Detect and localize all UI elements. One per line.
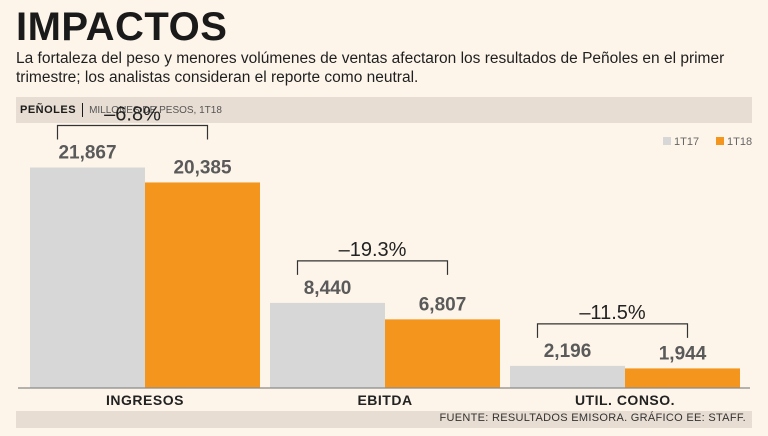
change-bracket-1 <box>296 260 449 275</box>
change-label-2: –11.5% <box>579 302 646 324</box>
change-bracket-0 <box>56 124 209 140</box>
change-label-0: –6.8% <box>104 104 161 126</box>
category-label-1: EBITDA <box>357 392 412 408</box>
value-label-1t17-1: 8,440 <box>304 278 352 299</box>
legend-label-1t17: 1T17 <box>674 136 699 148</box>
value-label-1t18-2: 1,944 <box>659 343 707 364</box>
legend-swatch-1t17 <box>663 137 671 145</box>
category-label-2: UTIL. CONSO. <box>575 392 675 408</box>
chart-header: PEÑOLES MILLONES DE PESOS, 1T18 <box>20 103 222 117</box>
source-note: FUENTE: RESULTADOS EMISORA. GRÁFICO EE: … <box>439 412 746 424</box>
bar-1t17-0 <box>30 167 145 388</box>
change-bracket-2 <box>536 323 689 338</box>
value-label-1t18-1: 6,807 <box>419 294 467 315</box>
subtitle: La fortaleza del peso y menores volúmene… <box>16 50 725 86</box>
bar-1t18-0 <box>145 182 260 388</box>
legend: 1T17 1T18 <box>663 136 752 148</box>
bar-1t18-1 <box>385 319 500 388</box>
bar-1t17-2 <box>510 365 625 388</box>
page-title: IMPACTOS <box>16 5 228 49</box>
value-label-1t18-0: 20,385 <box>173 157 232 178</box>
value-label-1t17-2: 2,196 <box>544 341 592 362</box>
value-label-1t17-0: 21,867 <box>58 143 116 164</box>
header-separator <box>82 103 84 117</box>
company-label: PEÑOLES <box>20 104 77 116</box>
chart-header-band <box>16 97 752 123</box>
units-label: MILLONES DE PESOS, 1T18 <box>89 104 222 116</box>
bars-group: 21,867 20,385 –6.8% INGRESOS 8,440 6,807 –19.3… <box>30 104 740 408</box>
category-label-0: INGRESOS <box>106 392 184 408</box>
bar-1t18-2 <box>625 368 740 388</box>
change-label-1: –19.3% <box>339 239 407 261</box>
legend-label-1t18: 1T18 <box>727 136 752 148</box>
bar-1t17-1 <box>270 302 385 388</box>
legend-swatch-1t18 <box>716 137 724 145</box>
footer-band <box>16 411 752 428</box>
